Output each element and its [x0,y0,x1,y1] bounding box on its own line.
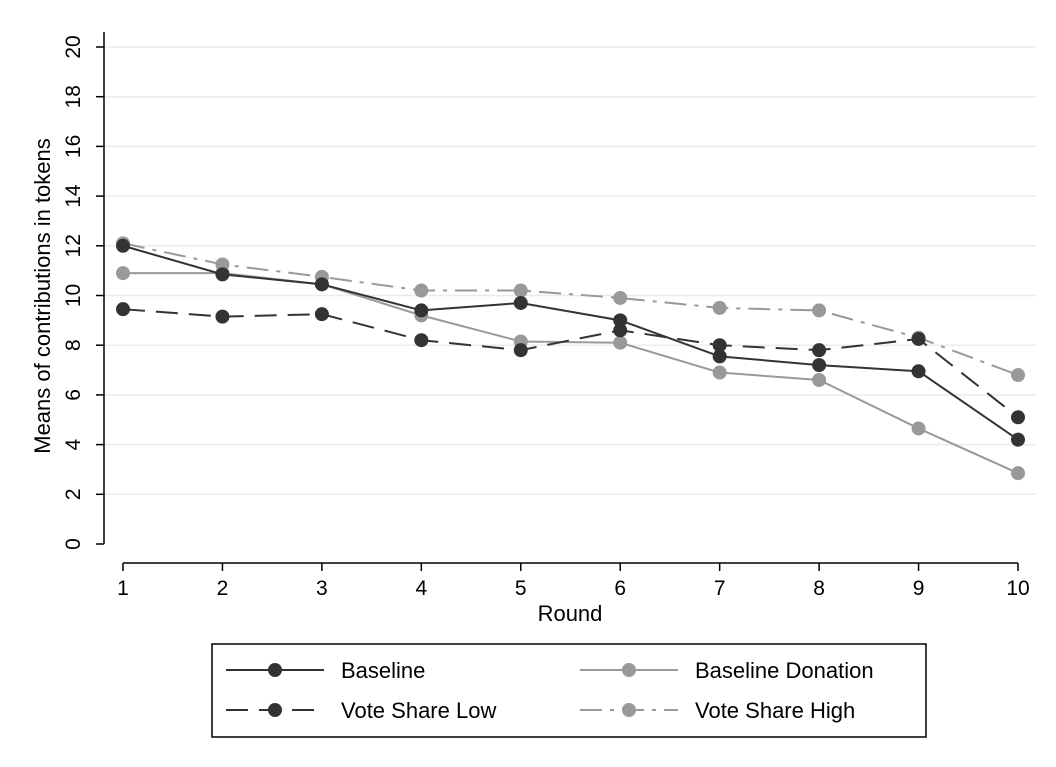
x-tick-label-3: 3 [316,577,328,600]
legend-item-baseline-donation: Baseline Donation [580,658,874,683]
point-vote-share-low-6 [613,323,628,338]
point-baseline-7 [712,349,727,364]
legend-items: Baseline Baseline Donation Vote Share Low V… [226,658,874,723]
series-line-vote-share-high [122,242,1019,376]
legend-marker-baseline [268,663,282,677]
point-vote-share-low-5 [513,343,528,358]
legend-label-baseline: Baseline [341,658,425,683]
point-baseline-donation-9 [911,421,926,436]
point-baseline-10 [1011,432,1025,447]
point-vote-share-high-10 [1011,368,1025,383]
point-baseline-donation-1 [116,266,130,281]
legend: Baseline Baseline Donation Vote Share Low V… [211,643,927,738]
x-tick-label-1: 1 [117,577,129,600]
point-baseline-4 [414,303,429,318]
x-tick-label-10: 10 [1006,577,1029,600]
y-tick-label-20: 20 [62,35,85,58]
x-tick-label-9: 9 [913,577,925,600]
y-tick-label-2: 2 [62,488,85,500]
x-tick-label-2: 2 [217,577,229,600]
series-line-baseline [122,244,1019,441]
y-tick-label-6: 6 [62,389,85,401]
point-vote-share-low-10 [1011,410,1025,425]
legend-marker-vote-share-low [268,703,282,717]
series-vote-share-low [116,302,1025,425]
point-vote-share-low-1 [116,302,130,317]
y-tick-label-12: 12 [62,234,85,257]
series-lines [116,236,1025,481]
point-vote-share-high-7 [712,300,727,315]
legend-item-baseline: Baseline [226,658,425,683]
point-vote-share-low-8 [812,343,827,358]
x-tick-label-5: 5 [515,577,527,600]
point-vote-share-high-2 [215,257,230,272]
legend-item-vote-share-low: Vote Share Low [226,698,496,723]
series-line-baseline-donation [123,272,1019,475]
point-baseline-1 [116,238,130,253]
legend-label-baseline-donation: Baseline Donation [695,658,874,683]
point-vote-share-low-4 [414,333,429,348]
point-vote-share-high-8 [812,303,827,318]
x-tick-label-8: 8 [813,577,825,600]
x-axis-title: Round [538,601,603,626]
axes [103,32,1018,564]
point-baseline-9 [911,364,926,379]
point-vote-share-low-3 [314,307,329,322]
point-vote-share-low-7 [712,338,727,353]
x-tick-label-4: 4 [415,577,427,600]
y-tick-label-4: 4 [62,438,85,450]
y-tick-label-14: 14 [62,184,85,208]
point-vote-share-low-2 [215,309,230,324]
legend-item-vote-share-high: Vote Share High [580,698,855,723]
point-baseline-donation-8 [812,372,827,387]
point-baseline-6 [613,313,628,328]
point-vote-share-high-5 [513,283,528,298]
point-vote-share-low-9 [911,331,926,346]
x-tick-label-6: 6 [614,577,626,600]
point-vote-share-high-4 [414,283,429,298]
point-baseline-5 [513,295,528,310]
series-baseline-donation [116,266,1025,481]
legend-label-vote-share-low: Vote Share Low [341,698,496,723]
point-baseline-donation-7 [712,365,727,380]
point-baseline-donation-10 [1011,466,1025,481]
legend-marker-baseline-donation [622,663,636,677]
y-tick-label-10: 10 [62,284,85,307]
point-baseline-donation-6 [613,335,628,350]
point-baseline-8 [812,358,827,373]
legend-marker-vote-share-high [622,703,636,717]
legend-box [211,643,927,738]
point-vote-share-high-6 [613,290,628,305]
y-ticks: 0 2 4 6 8 10 12 14 16 18 20 [62,35,104,550]
series-line-vote-share-low [122,308,1019,419]
y-axis-title: Means of contributions in tokens [30,138,55,454]
gridlines [104,46,1036,496]
y-tick-label-16: 16 [62,135,85,158]
series-baseline [116,238,1025,447]
y-tick-label-18: 18 [62,85,85,108]
series-vote-share-high [116,236,1025,383]
y-tick-label-8: 8 [62,339,85,351]
point-baseline-3 [314,277,329,292]
x-tick-label-7: 7 [714,577,726,600]
x-ticks: 1 2 3 4 5 6 7 8 9 10 [117,563,1030,600]
point-baseline-2 [215,267,230,282]
y-tick-label-0: 0 [62,538,85,550]
legend-label-vote-share-high: Vote Share High [695,698,855,723]
